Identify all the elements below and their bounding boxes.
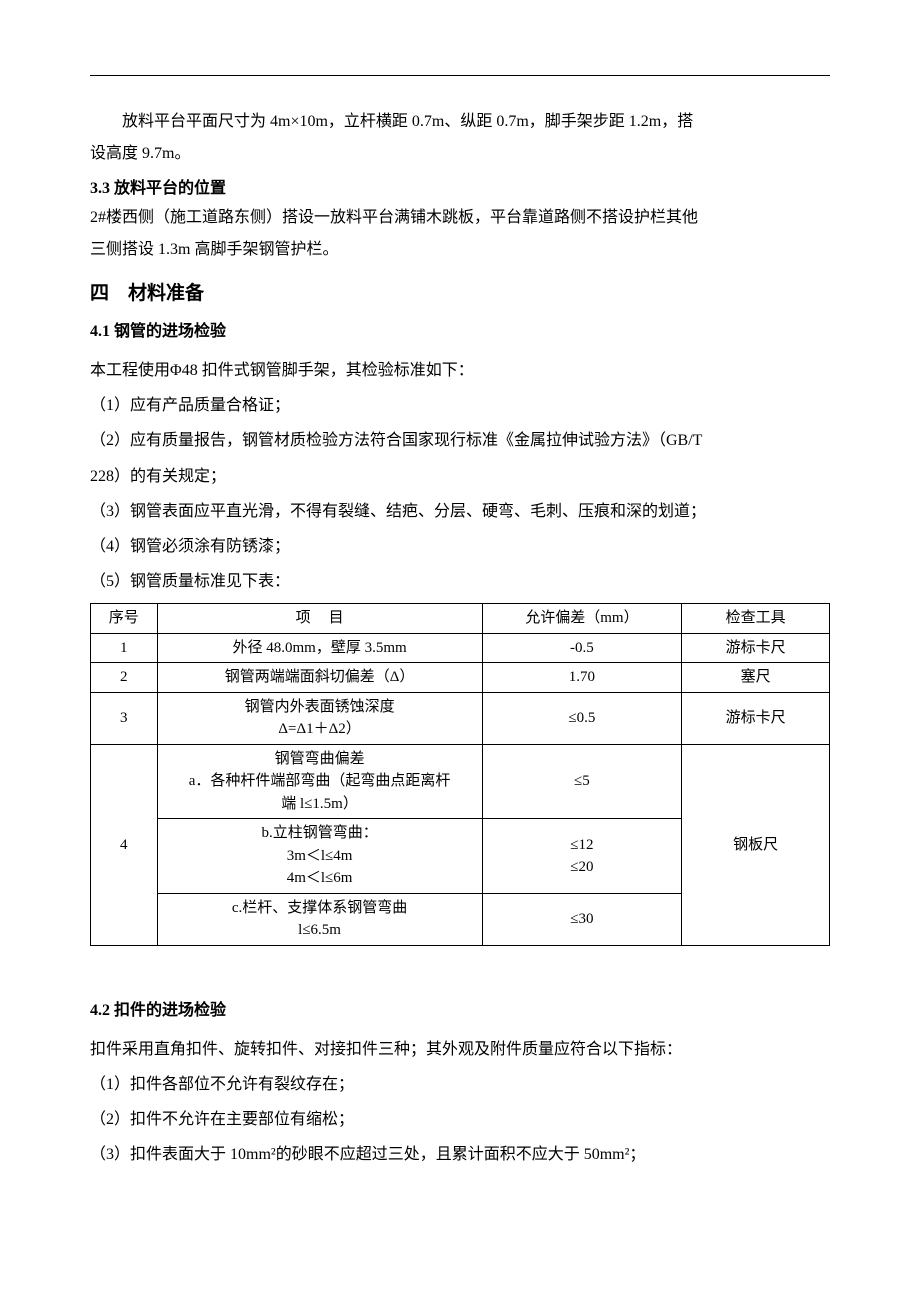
th-seq: 序号 [91,604,158,634]
cell-tool-2: 塞尺 [682,663,830,693]
th-tolerance: 允许偏差（mm） [482,604,682,634]
th-item: 项目 [157,604,482,634]
section4-1-item1: （1）应有产品质量合格证； [90,388,830,423]
section4-2-intro: 扣件采用直角扣件、旋转扣件、对接扣件三种；其外观及附件质量应符合以下指标： [90,1032,830,1067]
cell-tool-3: 游标卡尺 [682,692,830,744]
table-row: 2 钢管两端端面斜切偏差（Δ） 1.70 塞尺 [91,663,830,693]
cell-item-4b-line1: b.立柱钢管弯曲： [261,825,377,841]
section4-1-item2-line1: （2）应有质量报告，钢管材质检验方法符合国家现行标准《金属拉伸试验方法》（GB/… [90,423,830,458]
cell-tol-4c: ≤30 [482,893,682,945]
table-header-row: 序号 项目 允许偏差（mm） 检查工具 [91,604,830,634]
th-tool: 检查工具 [682,604,830,634]
table-row: 1 外径 48.0mm，壁厚 3.5mm -0.5 游标卡尺 [91,633,830,663]
cell-seq-4: 4 [91,744,158,945]
cell-item-4c-line1: c.栏杆、支撑体系钢管弯曲 [232,900,407,916]
cell-item-1: 外径 48.0mm，壁厚 3.5mm [157,633,482,663]
cell-item-4a: 钢管弯曲偏差 a．各种杆件端部弯曲（起弯曲点距离杆 端 l≤1.5m） [157,744,482,819]
cell-item-4b-line3: 4m＜l≤6m [287,870,353,886]
cell-tool-1: 游标卡尺 [682,633,830,663]
page-container: 放料平台平面尺寸为 4m×10m，立杆横距 0.7m、纵距 0.7m，脚手架步距… [0,0,920,1233]
section4-2-item3: （3）扣件表面大于 10mm²的砂眼不应超过三处，且累计面积不应大于 50mm²… [90,1137,830,1172]
cell-tol-4a: ≤5 [482,744,682,819]
cell-item-3-line1: 钢管内外表面锈蚀深度 [245,699,395,715]
cell-item-3-line2: Δ=Δ1＋Δ2） [278,721,360,737]
cell-item-4c: c.栏杆、支撑体系钢管弯曲 l≤6.5m [157,893,482,945]
cell-item-4c-line2: l≤6.5m [298,922,341,938]
cell-tool-4: 钢板尺 [682,744,830,945]
section4-1-item2-line2: 228）的有关规定； [90,459,830,494]
cell-item-3: 钢管内外表面锈蚀深度 Δ=Δ1＋Δ2） [157,692,482,744]
section4-1-item3: （3）钢管表面应平直光滑，不得有裂缝、结疤、分层、硬弯、毛刺、压痕和深的划道； [90,494,830,529]
table-row: 3 钢管内外表面锈蚀深度 Δ=Δ1＋Δ2） ≤0.5 游标卡尺 [91,692,830,744]
section4-2-item1: （1）扣件各部位不允许有裂纹存在； [90,1067,830,1102]
section4-1-item4: （4）钢管必须涂有防锈漆； [90,529,830,564]
cell-item-4b: b.立柱钢管弯曲： 3m＜l≤4m 4m＜l≤6m [157,819,482,894]
heading-4-1: 4.1 钢管的进场检验 [90,317,830,341]
top-separator [90,75,830,76]
cell-tol-2: 1.70 [482,663,682,693]
heading-section-4: 四 材料准备 [90,278,830,305]
cell-item-2: 钢管两端端面斜切偏差（Δ） [157,663,482,693]
cell-tol-4b-line2: ≤20 [570,859,593,875]
cell-tol-3: ≤0.5 [482,692,682,744]
cell-seq-2: 2 [91,663,158,693]
cell-item-4a-line2: a．各种杆件端部弯曲（起弯曲点距离杆 [189,773,451,789]
section3-3-line2: 三侧搭设 1.3m 高脚手架钢管护栏。 [90,234,830,266]
table-row: 4 钢管弯曲偏差 a．各种杆件端部弯曲（起弯曲点距离杆 端 l≤1.5m） ≤5… [91,744,830,819]
cell-seq-1: 1 [91,633,158,663]
quality-table: 序号 项目 允许偏差（mm） 检查工具 1 外径 48.0mm，壁厚 3.5mm… [90,603,830,946]
cell-seq-3: 3 [91,692,158,744]
cell-tol-4b: ≤12 ≤20 [482,819,682,894]
th-item-text: 项目 [296,610,344,626]
cell-tol-4b-line1: ≤12 [570,837,593,853]
cell-item-4a-line1: 钢管弯曲偏差 [275,751,365,767]
heading-3-3: 3.3 放料平台的位置 [90,174,830,198]
section4-2-item2: （2）扣件不允许在主要部位有缩松； [90,1102,830,1137]
heading-4-2: 4.2 扣件的进场检验 [90,996,830,1020]
section4-1-intro: 本工程使用Φ48 扣件式钢管脚手架，其检验标准如下： [90,353,830,388]
intro-paragraph-line1: 放料平台平面尺寸为 4m×10m，立杆横距 0.7m、纵距 0.7m，脚手架步距… [90,106,830,138]
section4-1-item5: （5）钢管质量标准见下表： [90,564,830,599]
section3-3-line1: 2#楼西侧（施工道路东侧）搭设一放料平台满铺木跳板，平台靠道路侧不搭设护栏其他 [90,202,830,234]
cell-item-4b-line2: 3m＜l≤4m [287,848,353,864]
intro-paragraph-line2: 设高度 9.7m。 [90,138,830,170]
cell-item-4a-line3: 端 l≤1.5m） [281,796,358,812]
cell-tol-1: -0.5 [482,633,682,663]
